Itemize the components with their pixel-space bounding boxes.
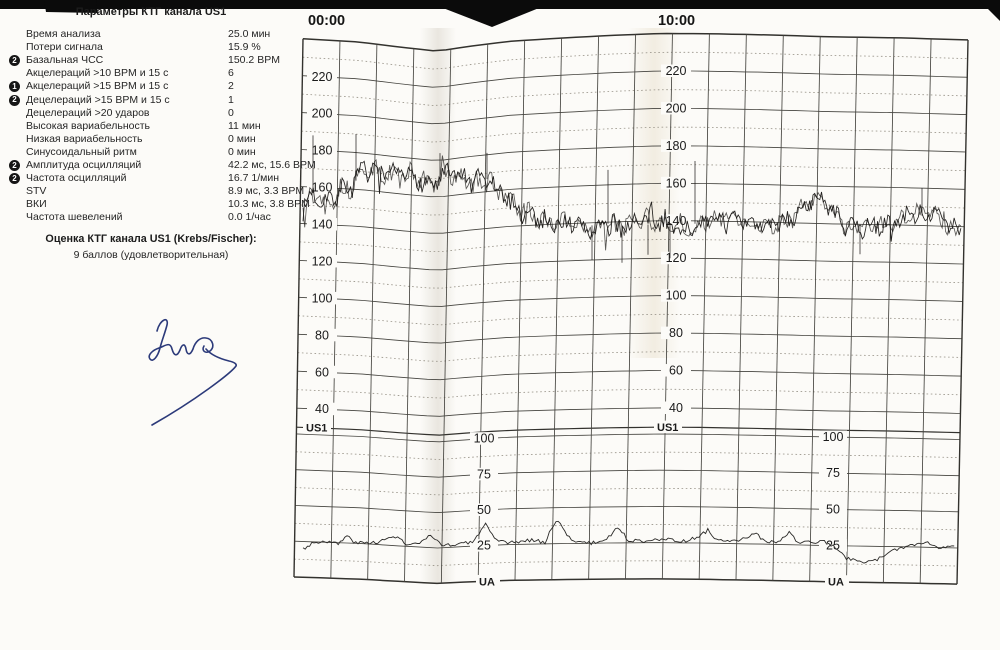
tick-label: 40 xyxy=(669,401,683,415)
param-row: Потери сигнала 15.9 % xyxy=(0,41,302,54)
param-label: Низкая вариабельность xyxy=(26,132,143,145)
param-value: 150.2 BPM xyxy=(228,54,280,67)
param-label: Акцелераций >10 BPM и 15 с xyxy=(26,67,169,80)
tick-label: 100 xyxy=(823,430,844,444)
time-label: 00:00 xyxy=(308,13,345,29)
param-value: 0 xyxy=(228,106,234,119)
tick-label: 50 xyxy=(826,502,840,516)
parameters-title: Параметры КТГ канала US1 xyxy=(75,6,227,18)
tick-label: 75 xyxy=(826,466,840,480)
param-value: 6 xyxy=(228,67,234,80)
tick-label: 60 xyxy=(315,365,329,379)
param-row: 2 Децелераций >15 BPM и 15 с 1 xyxy=(0,94,302,107)
scan-background-strip xyxy=(0,0,1000,27)
tick-label: 100 xyxy=(666,289,687,303)
param-value: 1 xyxy=(228,93,234,106)
ua-trace xyxy=(302,520,955,564)
param-row: 2 Базальная ЧСС 150.2 BPM xyxy=(0,54,302,67)
tick-label: 220 xyxy=(666,64,687,78)
param-label: STV xyxy=(26,185,47,198)
tick-label: 200 xyxy=(666,101,687,115)
param-label: Время анализа xyxy=(26,28,101,41)
param-badge-2-icon: 2 xyxy=(9,94,20,106)
param-label: Высокая вариабельность xyxy=(26,119,151,132)
tick-label: 50 xyxy=(477,503,491,517)
param-badge-1-icon: 1 xyxy=(9,81,20,93)
score-value: 9 баллов (удовлетворительная) xyxy=(73,248,229,261)
tick-label: 180 xyxy=(312,144,333,158)
tick-label: 220 xyxy=(312,70,333,84)
param-value: 0.0 1/час xyxy=(228,211,271,224)
param-value: 0 мин xyxy=(228,145,256,158)
tick-label: 200 xyxy=(312,107,333,121)
param-row: STV 8.9 мс, 3.3 BPM xyxy=(0,185,305,198)
tick-label: 120 xyxy=(312,254,333,268)
param-value: 8.9 мс, 3.3 BPM xyxy=(228,185,305,198)
tick-label: 40 xyxy=(315,402,329,416)
param-badge-2-icon: 2 xyxy=(9,55,20,67)
param-value: 10.3 мс, 3.8 BPM xyxy=(228,198,310,211)
param-badge-2-icon: 2 xyxy=(9,160,20,172)
param-row: 1 Акцелераций >15 BPM и 15 с 2 xyxy=(0,80,302,93)
param-value: 2 xyxy=(228,80,234,93)
tick-label: 25 xyxy=(477,539,491,553)
score-title: Оценка КТГ канала US1 (Krebs/Fischer): xyxy=(45,232,257,245)
param-row: Децелераций >20 ударов 0 xyxy=(0,107,302,120)
tick-label: 60 xyxy=(669,364,683,378)
param-label: Синусоидальный ритм xyxy=(26,145,137,158)
param-label: Акцелераций >15 BPM и 15 с xyxy=(26,80,169,93)
tick-label: 100 xyxy=(312,291,333,305)
param-label: Частота осцилляций xyxy=(26,172,127,185)
param-row: ВКИ 10.3 мс, 3.8 BPM xyxy=(0,198,310,211)
param-row: Частота шевелений 0.0 1/час xyxy=(0,211,302,224)
param-row: Время анализа 25.0 мин xyxy=(0,28,302,41)
channel-label: UA xyxy=(479,576,495,588)
tick-label: 100 xyxy=(474,432,495,446)
param-row: Высокая вариабельность 11 мин xyxy=(0,120,302,133)
param-value: 15.9 % xyxy=(228,41,261,54)
channel-label: US1 xyxy=(306,423,327,435)
parameters-list: Время анализа 25.0 мин Потери сигнала 15.9 … xyxy=(0,28,316,224)
param-label: Децелераций >20 ударов xyxy=(26,106,150,119)
tick-label: 160 xyxy=(312,181,333,195)
tick-label: 80 xyxy=(315,328,329,342)
handwritten-signature xyxy=(148,318,237,426)
param-label: Потери сигнала xyxy=(26,41,103,54)
ctg-grid xyxy=(293,32,969,585)
channel-label: US1 xyxy=(657,422,678,434)
param-row: Синусоидальный ритм 0 мин xyxy=(0,146,302,159)
tick-label: 75 xyxy=(477,467,491,481)
param-row: Низкая вариабельность 0 мин xyxy=(0,133,302,146)
param-row: 2 Амплитуда осцилляций 42.2 мс, 15.6 BPM xyxy=(0,159,316,172)
param-label: Частота шевелений xyxy=(26,211,123,224)
ctg-traces xyxy=(302,134,962,564)
param-row: 2 Частота осцилляций 16.7 1/мин xyxy=(0,172,302,185)
ctg-axis-labels: 220 200 180 160 140 120 100 80 60 40 220 200 180 160 1… xyxy=(303,13,849,589)
param-value: 42.2 мс, 15.6 BPM xyxy=(228,159,316,172)
param-label: Амплитуда осцилляций xyxy=(26,159,142,172)
param-label: Базальная ЧСС xyxy=(26,54,104,67)
tick-label: 160 xyxy=(666,176,687,190)
param-value: 25.0 мин xyxy=(228,28,271,41)
channel-label: UA xyxy=(828,577,844,589)
paper-creases xyxy=(420,28,680,584)
param-value: 11 мин xyxy=(228,119,261,132)
time-label: 10:00 xyxy=(658,13,695,29)
tick-label: 120 xyxy=(666,251,687,265)
ctg-parameters-panel: Параметры КТГ канала US1 Время анализа 25… xyxy=(0,6,316,262)
param-label: Децелераций >15 BPM и 15 с xyxy=(26,93,170,106)
tick-label: 80 xyxy=(669,326,683,340)
param-value: 16.7 1/мин xyxy=(228,172,279,185)
fhr-trace xyxy=(302,155,962,251)
param-badge-2-icon: 2 xyxy=(9,173,20,185)
param-label: ВКИ xyxy=(26,198,47,211)
tick-label: 180 xyxy=(666,139,687,153)
ctg-score-block: Оценка КТГ канала US1 (Krebs/Fischer): 9… xyxy=(0,233,302,262)
param-value: 0 мин xyxy=(228,132,256,145)
tick-label: 140 xyxy=(312,218,333,232)
param-row: Акцелераций >10 BPM и 15 с 6 xyxy=(0,67,302,80)
